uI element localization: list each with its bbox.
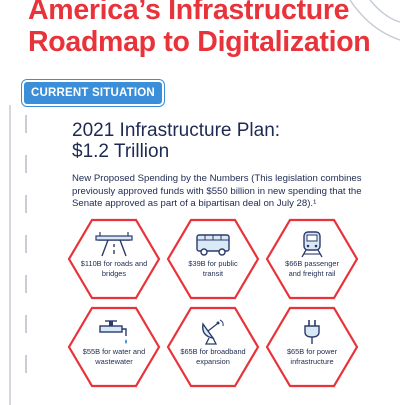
title-line-2: Roadmap to Digitalization	[28, 26, 371, 58]
page-title: America’s Infrastructure Roadmap to Digi…	[28, 0, 371, 58]
hexagon-frame	[67, 306, 161, 388]
item-label: $65B for broadband expansion	[180, 347, 246, 366]
faucet-icon	[99, 320, 127, 344]
spending-item-roads: $110B for roads and bridges	[66, 217, 162, 301]
item-label: $39B for public transit	[188, 259, 238, 278]
road-curve-graphic	[349, 0, 400, 41]
spending-item-water: $55B for water and wastewater	[66, 305, 162, 389]
hexagon-frame	[265, 218, 359, 300]
hexagon-frame	[67, 218, 161, 300]
hexagon-frame	[265, 306, 359, 388]
item-label: $55B for water and wastewater	[82, 347, 146, 366]
plan-description: New Proposed Spending by the Numbers (Th…	[72, 173, 362, 209]
spending-item-transit: $39B for public transit	[165, 217, 261, 301]
bus-icon	[196, 234, 230, 256]
spending-item-broadband: $65B for broadband expansion	[165, 305, 261, 389]
train-icon	[301, 231, 323, 258]
highway-icon	[95, 232, 133, 257]
title-line-1: America’s Infrastructure	[28, 0, 350, 26]
current-situation-badge: CURRENT SITUATION	[24, 82, 162, 104]
power-plug-icon	[304, 320, 320, 344]
plan-heading: 2021 Infrastructure Plan: $1.2 Trillion	[72, 120, 280, 162]
hexagon-frame	[166, 218, 260, 300]
satellite-dish-icon	[202, 319, 224, 345]
spending-item-power: $65B for power infrastructure	[264, 305, 360, 389]
item-label: $110B for roads and bridges	[80, 259, 148, 278]
spending-item-rail: $66B passenger and freight rail	[264, 217, 360, 301]
plan-heading-line-2: $1.2 Trillion	[72, 141, 170, 162]
item-label: $65B for power infrastructure	[286, 347, 338, 366]
road-line-graphic	[6, 105, 32, 405]
hexagon-frame	[166, 306, 260, 388]
plan-heading-line-1: 2021 Infrastructure Plan:	[72, 120, 281, 141]
item-label: $66B passenger and freight rail	[285, 259, 339, 278]
